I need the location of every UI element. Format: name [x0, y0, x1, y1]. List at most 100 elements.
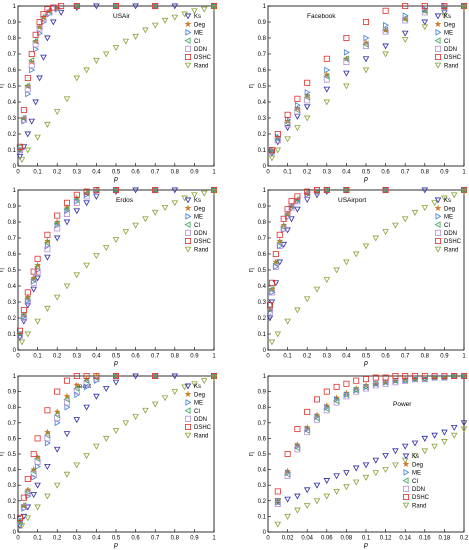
data-point: [54, 225, 61, 232]
data-point: [171, 373, 179, 380]
legend-marker: [184, 383, 192, 390]
x-tick-label: 0.06: [321, 536, 333, 542]
legend-marker: [185, 213, 192, 220]
x-axis-label: p: [113, 176, 118, 183]
legend-marker: [434, 62, 442, 69]
data-point: [34, 504, 41, 511]
data-point: [392, 222, 399, 229]
series-rand: [268, 189, 468, 346]
legend-marker: [184, 390, 192, 398]
y-tick-label: 0.8: [258, 405, 267, 411]
legend: Ks Deg ME CI DDN DSHC Rand: [184, 13, 212, 69]
series-rand: [18, 375, 218, 530]
data-point: [294, 95, 301, 102]
legend-marker: [435, 213, 442, 220]
data-point: [93, 186, 100, 193]
data-point: [64, 207, 71, 215]
data-point: [285, 469, 292, 476]
data-point: [274, 331, 282, 338]
data-point: [323, 277, 331, 284]
data-point: [343, 380, 350, 387]
data-point: [362, 385, 369, 392]
data-point: [44, 463, 51, 470]
legend-marker: [402, 485, 409, 492]
data-point: [343, 59, 350, 66]
legend: Ks Deg ME CI DDN DSHC Rand: [434, 13, 462, 69]
data-point: [441, 195, 448, 202]
data-point: [421, 375, 428, 383]
data-point: [83, 404, 90, 411]
data-point: [41, 18, 47, 26]
data-point: [382, 51, 389, 58]
data-point: [294, 426, 301, 433]
legend-label: CI: [444, 39, 450, 45]
data-point: [113, 186, 120, 193]
data-point: [284, 513, 291, 520]
data-point: [64, 377, 71, 384]
legend-label: ME: [412, 471, 421, 477]
data-point: [54, 419, 61, 427]
data-point: [200, 378, 208, 385]
legend-marker: [184, 62, 192, 69]
data-point: [112, 2, 119, 10]
data-point: [352, 251, 360, 258]
data-point: [333, 383, 340, 390]
plot-frame: [17, 375, 215, 533]
x-tick-label: 0.8: [171, 536, 180, 542]
data-point: [343, 83, 350, 90]
y-tick-label: 0.1: [258, 332, 267, 338]
x-tick-label: 0: [266, 536, 270, 542]
y-tick-label: 0.3: [258, 300, 267, 306]
data-point: [142, 27, 149, 34]
data-point: [294, 442, 301, 450]
y-axis-label: η: [0, 452, 5, 456]
y-tick-label: 0.8: [258, 220, 267, 226]
data-point: [50, 4, 57, 11]
legend-label: DSHC: [194, 55, 212, 61]
y-tick-label: 0.7: [258, 421, 267, 427]
legend-label: CI: [194, 409, 200, 415]
data-point: [16, 514, 23, 521]
data-point: [210, 189, 218, 196]
plot-frame: [267, 189, 465, 351]
data-point: [382, 186, 389, 194]
x-tick-label: 0.4: [342, 170, 351, 176]
data-point: [343, 49, 350, 56]
data-point: [32, 99, 39, 106]
y-tick-label: 0.7: [258, 52, 267, 58]
data-point: [24, 75, 31, 82]
data-point: [313, 416, 320, 423]
data-point: [73, 381, 81, 389]
data-point: [191, 8, 198, 15]
data-point: [363, 34, 370, 42]
data-point: [343, 484, 350, 491]
legend-label: Ks: [412, 454, 419, 460]
data-point: [191, 381, 198, 388]
data-point: [460, 372, 467, 380]
x-tick-label: 0.8: [171, 170, 180, 176]
data-point: [83, 67, 90, 74]
data-point: [16, 517, 23, 525]
data-point: [343, 35, 350, 42]
data-point: [304, 191, 311, 199]
legend-marker: [402, 502, 410, 509]
data-point: [63, 205, 70, 213]
data-point: [323, 478, 331, 484]
legend-label: Deg: [412, 462, 423, 468]
x-tick-label: 0.04: [301, 536, 313, 542]
data-point: [113, 3, 120, 9]
data-point: [288, 204, 295, 211]
data-point: [421, 24, 429, 31]
data-point: [323, 86, 331, 93]
data-point: [36, 75, 43, 82]
data-point: [333, 473, 340, 480]
data-point: [294, 101, 301, 109]
data-point: [352, 465, 360, 472]
data-point: [324, 403, 331, 411]
legend-label: Deg: [194, 22, 205, 28]
legend: Ks Deg ME CI DDN DSHC Rand: [184, 383, 212, 439]
data-point: [151, 22, 159, 29]
data-point: [294, 198, 301, 205]
data-point: [171, 200, 179, 207]
